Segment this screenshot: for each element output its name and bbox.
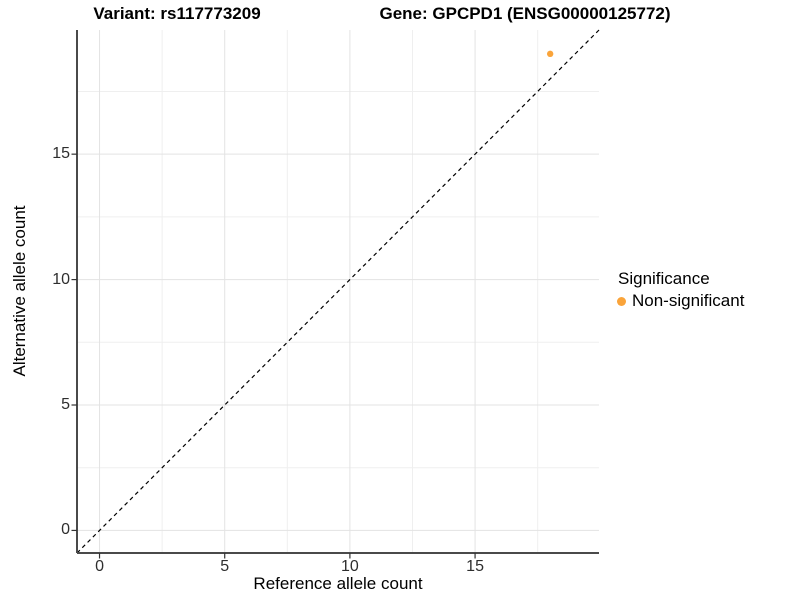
x-axis-title: Reference allele count xyxy=(253,574,423,593)
legend-item-label: Non-significant xyxy=(632,291,745,310)
x-tick-label: 15 xyxy=(466,558,484,575)
x-tick-label: 5 xyxy=(220,558,230,575)
variant-title: Variant: rs117773209 xyxy=(93,4,261,23)
y-tick-label: 0 xyxy=(61,521,70,539)
x-tick-label: 0 xyxy=(95,558,104,575)
legend-point-icon xyxy=(617,296,626,306)
legend: Significance Non-significant xyxy=(613,269,744,311)
y-axis-title: Alternative allele count xyxy=(10,205,29,377)
data-point xyxy=(546,50,554,58)
y-tick-label: 15 xyxy=(52,145,70,163)
y-tick-label: 10 xyxy=(52,270,70,288)
legend-item: Non-significant xyxy=(613,291,744,311)
y-tick-label: 5 xyxy=(61,396,70,413)
legend-title: Significance xyxy=(618,269,710,288)
identity-dashed-line xyxy=(76,29,600,554)
gene-title: Gene: GPCPD1 (ENSG00000125772) xyxy=(379,4,671,23)
x-tick-label: 10 xyxy=(340,558,359,575)
